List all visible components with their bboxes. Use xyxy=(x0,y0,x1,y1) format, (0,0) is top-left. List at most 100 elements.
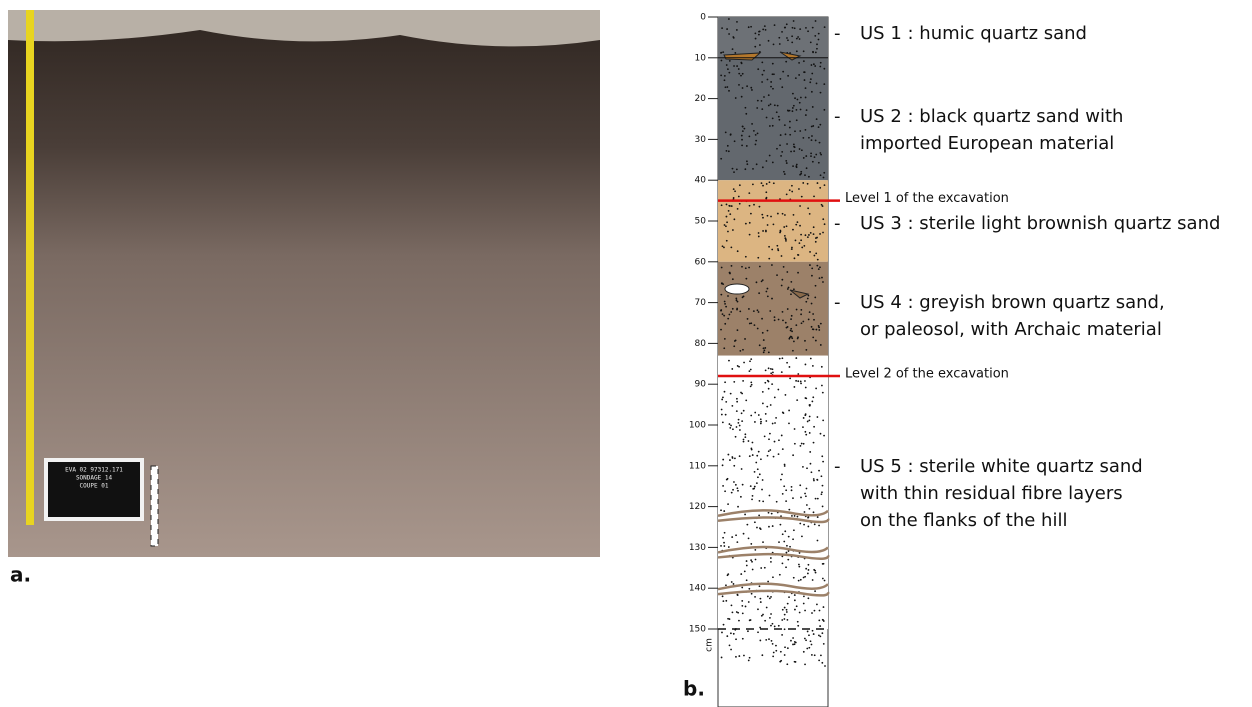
sand-dot xyxy=(727,68,729,70)
sand-dot xyxy=(782,609,784,611)
sand-dot xyxy=(788,536,790,538)
sand-dot xyxy=(721,27,723,29)
sand-dot xyxy=(768,438,770,440)
sand-dot xyxy=(749,234,751,236)
sand-dot xyxy=(823,109,825,111)
sand-dot xyxy=(748,537,750,539)
sand-dot xyxy=(742,349,744,351)
sand-dot xyxy=(801,535,803,537)
sand-dot xyxy=(796,309,798,311)
sand-dot xyxy=(776,274,778,276)
sand-dot xyxy=(756,455,758,457)
sand-dot xyxy=(769,597,771,599)
sand-dot xyxy=(748,26,750,28)
sand-dot xyxy=(812,125,814,127)
sand-dot xyxy=(822,578,824,580)
sand-dot xyxy=(786,193,788,195)
sand-dot xyxy=(750,213,752,215)
sand-dot xyxy=(771,513,773,515)
sand-dot xyxy=(784,214,786,216)
sand-dot xyxy=(797,516,799,518)
sand-dot xyxy=(811,654,813,656)
sand-dot xyxy=(795,642,797,644)
sand-dot xyxy=(790,640,792,642)
sand-dot xyxy=(721,409,723,411)
sand-dot xyxy=(821,662,823,664)
sand-dot xyxy=(748,192,750,194)
sand-dot xyxy=(801,196,803,198)
sand-dot xyxy=(773,456,775,458)
sand-dot xyxy=(760,528,762,530)
sand-dot xyxy=(810,358,812,360)
sand-dot xyxy=(819,152,821,154)
sand-dot xyxy=(778,119,780,121)
sand-dot xyxy=(720,509,722,511)
sand-dot xyxy=(721,204,723,206)
sand-dot xyxy=(752,168,754,170)
sand-dot xyxy=(785,160,787,162)
sand-dot xyxy=(808,564,810,566)
sand-dot xyxy=(814,156,816,158)
sand-dot xyxy=(749,657,751,659)
sand-dot xyxy=(731,405,733,407)
sand-dot xyxy=(760,458,762,460)
sand-dot xyxy=(816,118,818,120)
sand-dot xyxy=(798,188,800,190)
sand-dot xyxy=(812,52,814,54)
sand-dot xyxy=(762,230,764,232)
sand-dot xyxy=(737,208,739,210)
tick-label: 30 xyxy=(695,135,707,145)
sand-dot xyxy=(768,512,770,514)
sand-dot xyxy=(754,471,756,473)
sand-dot xyxy=(769,310,771,312)
tick-label: 120 xyxy=(689,502,706,512)
sand-dot xyxy=(782,213,784,215)
sand-dot xyxy=(798,564,800,566)
sand-dot xyxy=(766,406,768,408)
sand-dot xyxy=(741,96,743,98)
sand-dot xyxy=(755,559,757,561)
sand-dot xyxy=(742,484,744,486)
sand-dot xyxy=(824,223,826,225)
sand-dot xyxy=(738,620,740,622)
sand-dot xyxy=(763,351,765,353)
sand-dot xyxy=(726,204,728,206)
sand-dot xyxy=(819,625,821,627)
tick-label: 0 xyxy=(700,13,706,23)
sand-dot xyxy=(815,329,817,331)
sand-dot xyxy=(776,245,778,247)
sand-dot xyxy=(743,439,745,441)
sand-dot xyxy=(744,570,746,572)
sand-dot xyxy=(812,365,814,367)
sand-dot xyxy=(722,51,724,53)
sand-dot xyxy=(754,486,756,488)
sand-dot xyxy=(788,423,790,425)
sand-dot xyxy=(808,647,810,649)
sand-dot xyxy=(779,574,781,576)
sand-dot xyxy=(769,125,771,127)
sand-dot xyxy=(724,79,726,81)
sand-dot xyxy=(794,443,796,445)
sand-dot xyxy=(803,603,805,605)
sand-dot xyxy=(791,247,793,249)
sand-dot xyxy=(815,572,817,574)
sand-dot xyxy=(796,50,798,52)
sand-dot xyxy=(786,162,788,164)
sand-dot xyxy=(791,191,793,193)
sand-dot xyxy=(820,433,822,435)
sand-dot xyxy=(794,599,796,601)
sand-dot xyxy=(726,240,728,242)
sand-dot xyxy=(799,225,801,227)
sand-dot xyxy=(782,448,784,450)
sand-dot xyxy=(812,336,814,338)
sand-dot xyxy=(748,135,750,137)
sand-dot xyxy=(754,33,756,35)
sand-dot xyxy=(757,468,759,470)
sand-dot xyxy=(722,396,724,398)
sand-dot xyxy=(737,594,739,596)
sand-dot xyxy=(800,313,802,315)
board-text: COUPE 01 xyxy=(80,483,109,490)
sand-dot xyxy=(762,500,764,502)
level-label: Level 1 of the excavation xyxy=(845,191,1009,206)
sand-dot xyxy=(818,326,820,328)
